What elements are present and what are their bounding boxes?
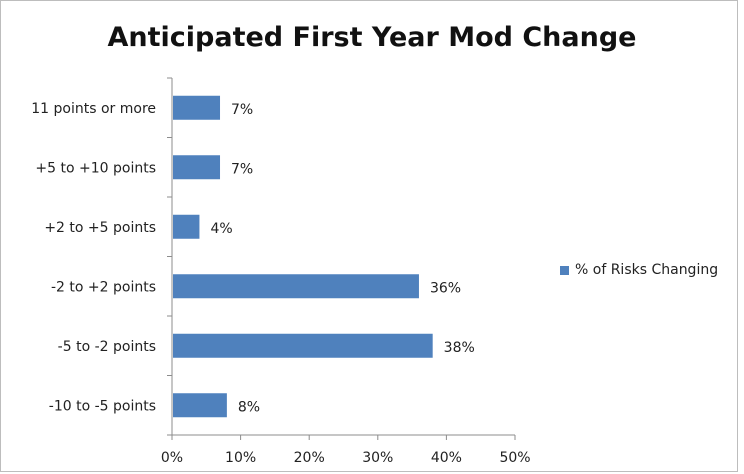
legend-label: % of Risks Changing xyxy=(575,262,719,278)
bar xyxy=(173,95,221,120)
x-tick-label: 0% xyxy=(161,450,183,466)
y-tick-label: -2 to +2 points xyxy=(51,279,156,295)
y-tick-label: +5 to +10 points xyxy=(35,160,156,176)
x-tick-label: 20% xyxy=(294,450,325,466)
data-label: 36% xyxy=(430,280,461,296)
legend-swatch xyxy=(560,265,569,275)
bar xyxy=(173,274,419,299)
bar xyxy=(173,333,433,358)
x-tick-label: 30% xyxy=(362,450,393,466)
y-tick-label: -5 to -2 points xyxy=(58,339,156,355)
x-tick-label: 50% xyxy=(499,450,530,466)
data-label: 8% xyxy=(238,399,260,415)
y-tick-label: +2 to +5 points xyxy=(44,220,156,236)
chart-title: Anticipated First Year Mod Change xyxy=(107,22,637,53)
legend: % of Risks Changing xyxy=(560,262,718,278)
y-tick-label: -10 to -5 points xyxy=(49,398,156,414)
data-label: 7% xyxy=(231,102,253,118)
data-label: 7% xyxy=(231,161,253,177)
bar xyxy=(173,393,227,418)
x-tick-label: 10% xyxy=(225,450,256,466)
bar xyxy=(173,214,200,239)
x-tick-label: 40% xyxy=(431,450,462,466)
data-label: 38% xyxy=(444,340,475,356)
bar xyxy=(173,155,221,180)
data-label: 4% xyxy=(210,221,232,237)
y-tick-label: 11 points or more xyxy=(31,101,156,117)
